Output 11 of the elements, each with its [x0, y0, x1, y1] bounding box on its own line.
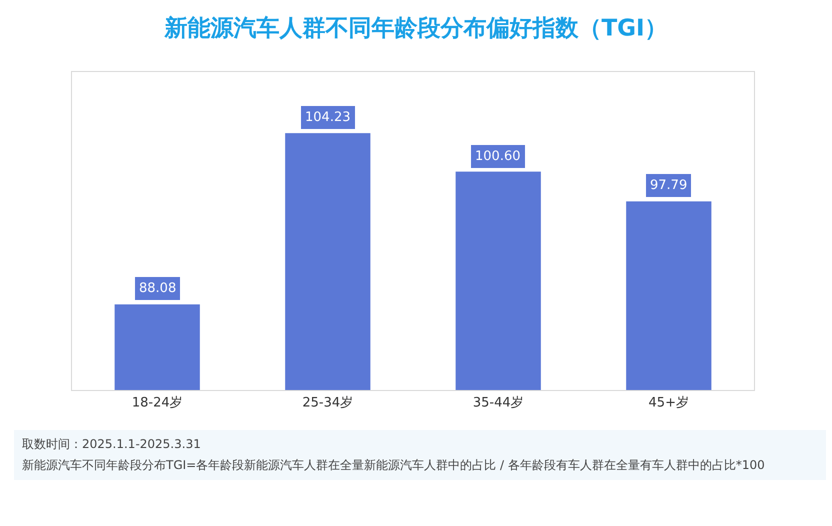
x-tick-label: 25-34岁 [302, 396, 354, 411]
text: 新能源汽车不同年龄段分布TGI=各年龄段新能源汽车人群在全量新能源汽车人群中的占比 / 各年龄段有车人群在全量有车人群中的占比*100 [22, 457, 766, 474]
text: 取数时间：2025.1.1-2025.3.31 [22, 436, 202, 453]
x-tick-label: 45+岁 [648, 396, 689, 411]
data-label: 104.23 [305, 110, 350, 125]
data-label: 97.79 [650, 178, 688, 193]
chart-title: 新能源汽车人群不同年龄段分布偏好指数（TGI） [163, 14, 668, 42]
x-tick-label: 35-44岁 [472, 396, 524, 411]
data-label: 100.60 [475, 149, 520, 164]
data-label: 88.08 [139, 281, 176, 296]
x-tick-label: 18-24岁 [132, 396, 183, 411]
